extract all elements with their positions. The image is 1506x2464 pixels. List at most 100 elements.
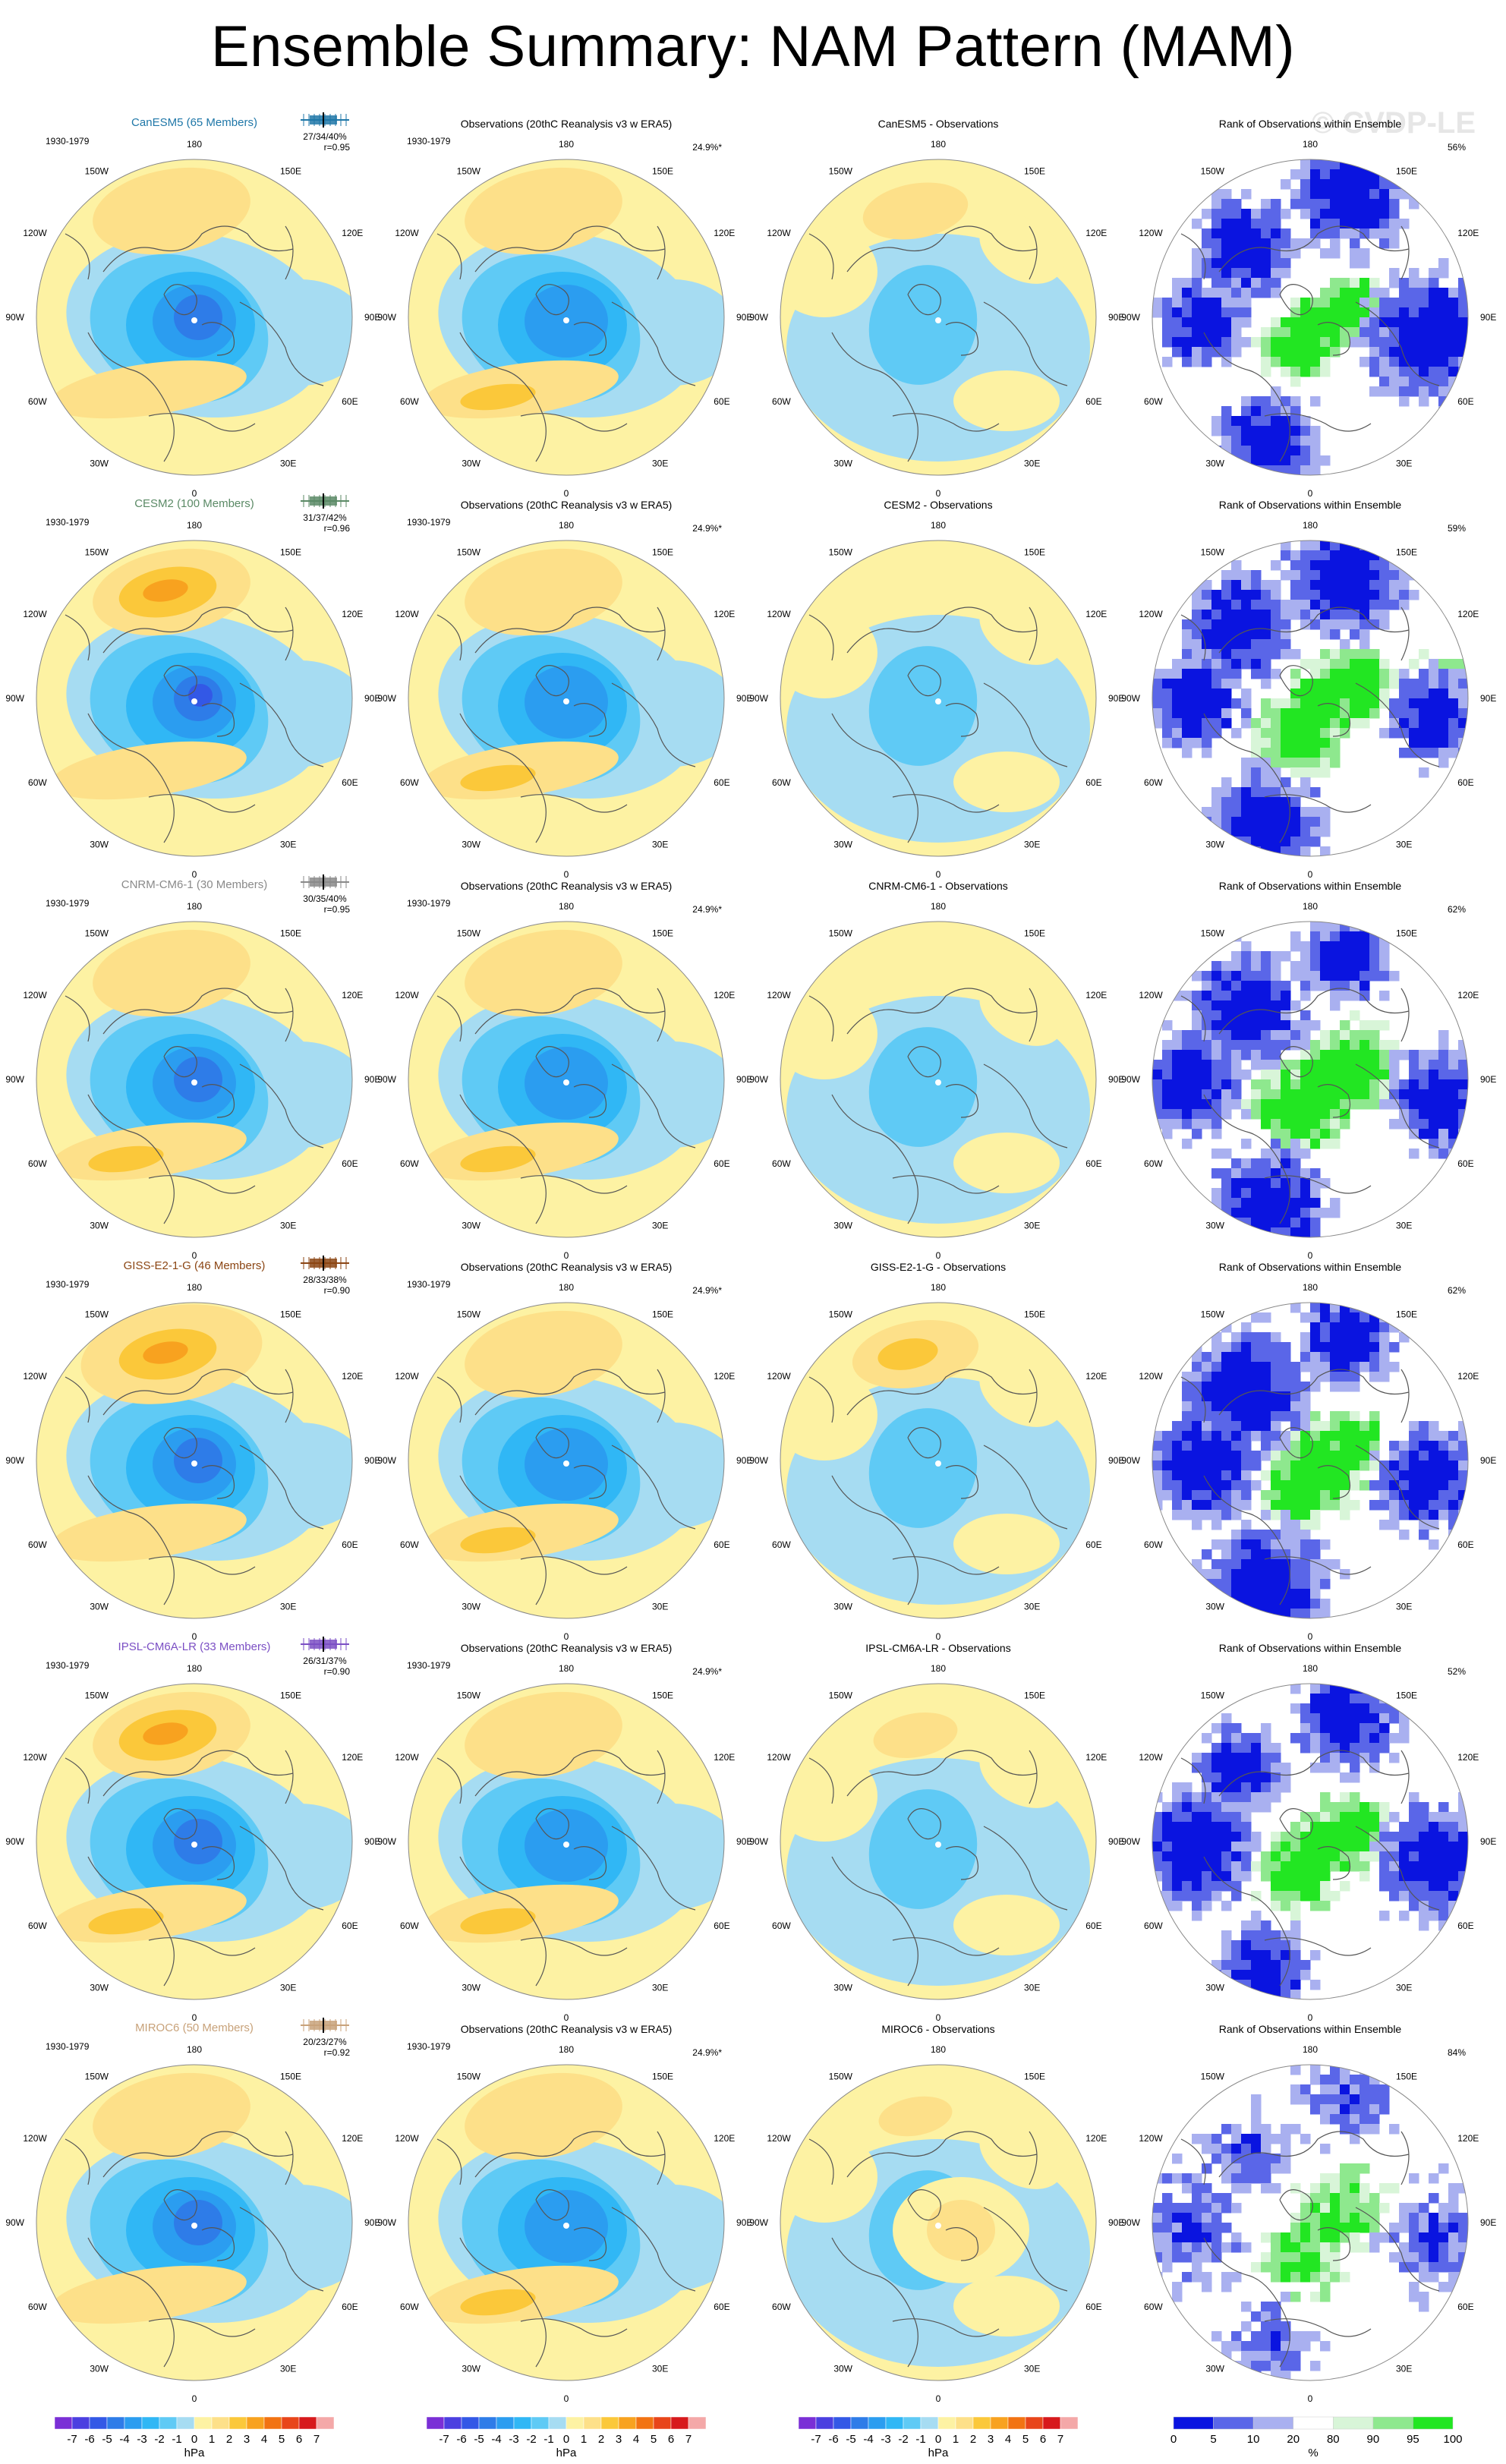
colorbar-swatch (316, 2416, 335, 2430)
colorbar-swatch (1042, 2416, 1061, 2430)
rank-cell (1379, 1490, 1390, 1501)
rank-cell (1271, 2163, 1281, 2174)
rank-cell (1211, 1168, 1222, 1179)
rank-cell (1271, 1753, 1281, 1763)
rank-cell (1350, 629, 1360, 640)
rank-cell (1261, 1733, 1271, 1744)
coastline (657, 607, 666, 661)
rank-cell (1231, 1227, 1242, 1237)
rank-cell (1211, 2242, 1222, 2253)
rank-cell (1182, 1382, 1193, 1392)
rank-cell (1409, 1480, 1419, 1491)
rank-cell (1359, 1733, 1370, 1744)
rank-cell (1202, 1441, 1212, 1451)
rank-cell (1438, 688, 1449, 699)
rank-cell (1310, 1303, 1321, 1313)
rank-cell (1310, 2252, 1321, 2263)
rank-cell (1182, 991, 1193, 1001)
rank-cell (1211, 1089, 1222, 1100)
rank-cell (1211, 639, 1222, 650)
rank-cell (1300, 846, 1311, 856)
rank-cell (1211, 238, 1222, 249)
rank-cell (1389, 708, 1400, 719)
rank-cell (1221, 1549, 1232, 1560)
rank-cell (1261, 777, 1271, 788)
coastline (983, 2207, 1068, 2292)
rank-cell (1300, 1168, 1311, 1179)
rank-cell (1221, 2144, 1232, 2154)
contour-zero (953, 1133, 1060, 1193)
rank-cell (1281, 2124, 1291, 2135)
rank-cell (1350, 560, 1360, 571)
rank-cell (1300, 1569, 1311, 1580)
rank-cell (1300, 1040, 1311, 1051)
rank-cell (1241, 1218, 1252, 1228)
rank-cell (1231, 1411, 1242, 1422)
rank-cell (1261, 436, 1271, 446)
rank-cell (1310, 1050, 1321, 1060)
rank-cell (1261, 1589, 1271, 1599)
rank-cell (1310, 1352, 1321, 1363)
rank-cell (1389, 1812, 1400, 1823)
rank-cell (1389, 1500, 1400, 1511)
rank-cell (1300, 209, 1311, 219)
rank-cell (1241, 1431, 1252, 1442)
longitude-label: 90W (749, 1074, 768, 1085)
pattern-correlation: r=0.95 (324, 142, 351, 153)
rank-cell (1389, 1881, 1400, 1892)
rank-cell (1261, 1579, 1271, 1590)
rank-cell (1261, 827, 1271, 837)
longitude-label: 30E (652, 1982, 668, 1993)
coastline (1029, 2131, 1038, 2185)
rank-cell (1241, 1070, 1252, 1080)
rank-cell (1300, 600, 1311, 610)
rank-cell (1409, 659, 1419, 670)
rank-cell (1340, 931, 1350, 942)
rank-cell (1330, 2203, 1341, 2214)
rank-cell (1310, 465, 1321, 475)
rank-cell (1231, 1198, 1242, 1208)
rank-cell (1359, 189, 1370, 200)
rank-cell (1182, 1391, 1193, 1402)
rank-cell (1172, 1782, 1183, 1793)
rank-cell (1221, 199, 1232, 210)
rank-cell (1389, 367, 1400, 377)
rank-cell (1458, 1441, 1468, 1451)
rank-cell (1281, 268, 1291, 279)
rank-cell (1261, 2351, 1271, 2362)
coastline (1355, 301, 1440, 386)
rank-cell (1429, 1149, 1439, 1159)
rank-cell (1300, 436, 1311, 446)
rank-cell (1192, 1891, 1202, 1902)
longitude-label: 150E (1024, 1690, 1045, 1701)
coastline (846, 607, 1038, 654)
rank-percent: 62% (1448, 904, 1466, 915)
contour-neg-1 (604, 2185, 724, 2291)
rank-cell (1182, 1040, 1193, 1051)
rank-cell (1310, 817, 1321, 827)
rank-cell (1211, 1188, 1222, 1199)
coastline (436, 2138, 462, 2185)
rank-cell (1359, 1480, 1370, 1491)
rank-cell (1330, 1411, 1341, 1422)
rank-cell (1221, 1040, 1232, 1051)
rank-cell (1231, 1940, 1242, 1951)
rank-cell (1300, 1500, 1311, 1511)
rank-cell (1192, 357, 1202, 367)
rank-cell (1152, 1851, 1163, 1862)
rank-cell (1340, 619, 1350, 630)
rank-cell (1261, 600, 1271, 610)
rank-cell (1192, 738, 1202, 748)
rank-cell (1359, 199, 1370, 210)
colorbar-swatch (1293, 2416, 1334, 2430)
rank-cell (1409, 377, 1419, 387)
longitude-label: 0 (192, 2393, 197, 2404)
rank-cell (1448, 2213, 1459, 2223)
coastline (65, 995, 90, 1042)
rank-cell (1340, 1832, 1350, 1842)
rank-cell (1241, 1441, 1252, 1451)
longitude-label: 0 (192, 869, 197, 880)
longitude-label: 150W (829, 1309, 853, 1320)
longitude-label: 90E (364, 1836, 380, 1847)
rank-cell (1261, 1431, 1271, 1442)
